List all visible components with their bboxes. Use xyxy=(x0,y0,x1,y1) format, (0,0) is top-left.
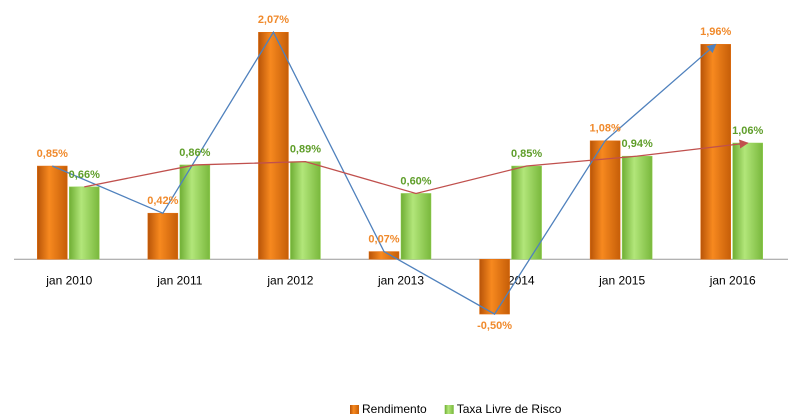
bar xyxy=(37,165,68,260)
trend-line xyxy=(52,30,717,315)
value-label: 1,06% xyxy=(732,125,763,137)
value-label: 1,96% xyxy=(700,26,731,38)
x-tick-label: jan 2013 xyxy=(377,273,424,287)
value-label: 0,94% xyxy=(622,138,653,150)
legend-label: Taxa Livre de Risco xyxy=(457,402,562,416)
legend-label: Rendimento xyxy=(362,402,427,416)
value-label: 0,66% xyxy=(69,169,100,181)
bar xyxy=(400,193,432,260)
value-label: 0,85% xyxy=(511,148,542,160)
value-label: 0,89% xyxy=(290,144,321,156)
value-label: 0,07% xyxy=(368,233,399,245)
bar xyxy=(290,161,321,260)
x-tick-label: jan 2015 xyxy=(598,273,645,287)
trend-line xyxy=(84,139,749,195)
x-tick-label: jan 2012 xyxy=(266,273,313,287)
value-label: -0,50% xyxy=(477,320,512,332)
bar xyxy=(511,165,542,260)
x-tick-label: jan 2010 xyxy=(45,273,92,287)
value-label: 0,42% xyxy=(147,195,178,207)
value-label: 2,07% xyxy=(258,14,289,26)
bar xyxy=(147,212,179,260)
bar xyxy=(732,142,763,260)
value-label: 0,86% xyxy=(179,147,210,159)
x-tick-label: jan 2016 xyxy=(709,273,756,287)
value-label: 1,08% xyxy=(590,123,621,135)
legend-swatch xyxy=(444,405,454,414)
bar xyxy=(179,164,211,260)
x-tick-label: jan 2011 xyxy=(156,273,202,287)
bar xyxy=(69,186,100,260)
value-label: 0,85% xyxy=(37,148,68,160)
bar xyxy=(621,155,653,260)
bar xyxy=(479,258,510,315)
value-label: 0,60% xyxy=(400,175,431,187)
bar xyxy=(258,32,289,260)
legend-swatch xyxy=(350,405,359,414)
bar xyxy=(700,44,731,260)
